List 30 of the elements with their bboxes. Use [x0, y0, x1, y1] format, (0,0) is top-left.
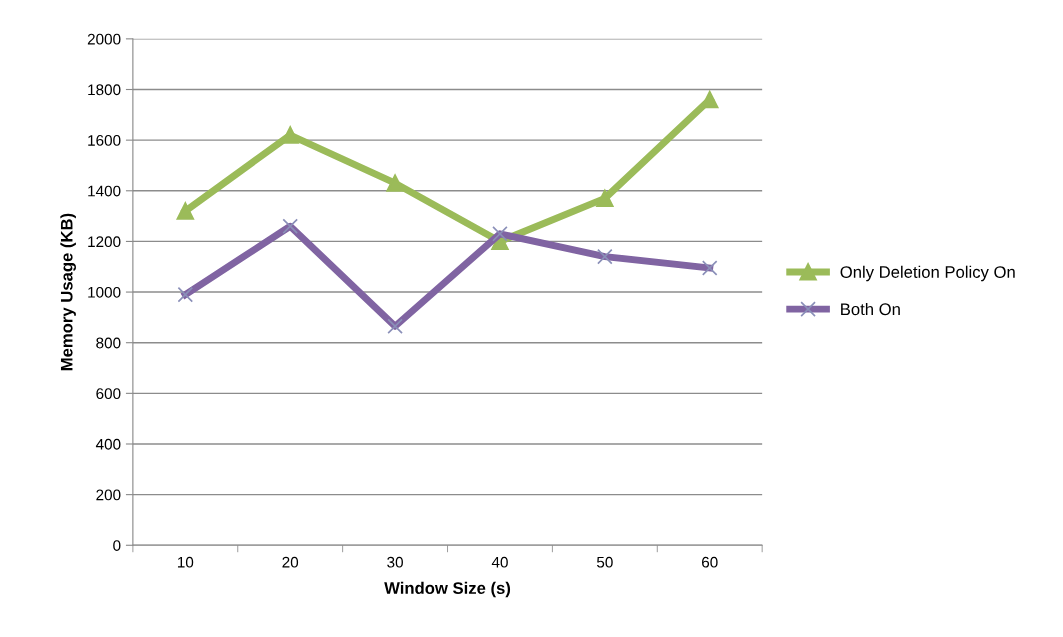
y-tick-label: 1400 — [88, 185, 121, 197]
x-tick-label: 30 — [387, 556, 403, 568]
y-tick-label: 800 — [96, 337, 121, 349]
y-tick-label: 2000 — [87, 33, 121, 45]
point — [701, 260, 718, 276]
legend-label: Both On — [841, 302, 900, 316]
x-tick-label: 10 — [177, 556, 194, 568]
point — [282, 218, 298, 235]
legend-label: Only Deletion Policy On — [840, 265, 1015, 282]
y-tick-label: 0 — [113, 540, 121, 551]
x-tick-label: 20 — [282, 556, 299, 568]
y-tick-label: 1200 — [88, 236, 121, 248]
y-axis-title: Memory Usage (KB) — [60, 213, 76, 371]
point — [597, 248, 613, 265]
point — [176, 202, 194, 220]
x-tick-label: 40 — [491, 556, 508, 568]
point — [492, 226, 508, 242]
point — [177, 286, 194, 303]
point — [387, 318, 403, 335]
y-tick-label: 1800 — [88, 84, 121, 96]
point — [386, 174, 404, 192]
x-tick-label: 50 — [596, 556, 613, 568]
y-tick-label: 200 — [96, 489, 121, 501]
y-tick-label: 1000 — [88, 286, 121, 298]
point — [596, 189, 614, 208]
x-axis-title: Window Size (s) — [384, 581, 511, 598]
y-tick-label: 1600 — [88, 135, 121, 146]
y-tick-label: 600 — [96, 388, 121, 400]
x-tick-label: 60 — [702, 556, 718, 568]
y-tick-label: 400 — [95, 438, 121, 450]
